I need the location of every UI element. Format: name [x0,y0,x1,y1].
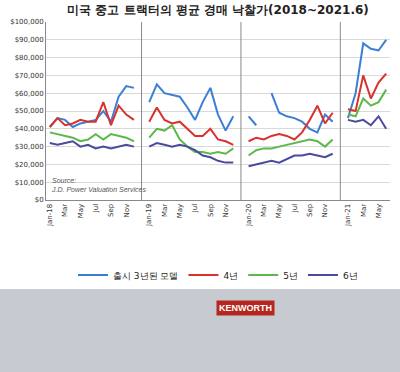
svg-text:May: May [375,204,383,218]
svg-text:출시 3년된 모델: 출시 3년된 모델 [113,271,178,281]
svg-text:$70,000: $70,000 [15,72,44,80]
svg-text:$80,000: $80,000 [15,54,44,62]
svg-text:Nov: Nov [123,204,131,218]
svg-text:Jan-19: Jan-19 [145,204,153,227]
svg-text:$20,000: $20,000 [15,161,44,169]
svg-text:5년: 5년 [283,271,298,281]
svg-text:Jul: Jul [291,204,299,214]
svg-text:Jan-21: Jan-21 [344,204,352,227]
svg-text:Jul: Jul [92,204,100,214]
svg-text:$40,000: $40,000 [15,125,44,133]
svg-text:Jan-20: Jan-20 [245,204,253,227]
svg-text:$50,000: $50,000 [15,107,44,115]
svg-text:Jul: Jul [191,204,199,214]
svg-text:Sep: Sep [107,203,115,217]
svg-text:$10,000: $10,000 [15,179,44,187]
svg-text:Mar: Mar [161,204,169,217]
svg-text:Mar: Mar [61,204,69,217]
svg-text:$0: $0 [35,196,44,204]
svg-text:Sep: Sep [306,203,314,217]
svg-text:May: May [77,204,85,218]
svg-text:4년: 4년 [223,271,238,281]
svg-text:미국 중고 트랙터의 평균 경매 낙찰가(2018~2021: 미국 중고 트랙터의 평균 경매 낙찰가(2018~2021.6) [67,3,369,17]
svg-text:Mar: Mar [260,204,268,217]
svg-text:Nov: Nov [321,204,329,218]
svg-text:May: May [275,204,283,218]
svg-text:Sep: Sep [207,203,215,217]
svg-text:Jan-18: Jan-18 [46,204,54,227]
svg-text:Mar: Mar [360,204,368,217]
svg-text:$60,000: $60,000 [15,90,44,98]
svg-text:Nov: Nov [222,204,230,218]
svg-text:$100,000: $100,000 [10,18,43,26]
svg-text:May: May [176,204,184,218]
svg-text:KENWORTH: KENWORTH [219,303,272,313]
svg-text:$30,000: $30,000 [15,143,44,151]
svg-text:Source:J.D. Power Valuation Se: Source:J.D. Power Valuation Services [51,177,146,193]
svg-text:6년: 6년 [343,271,358,281]
svg-text:$90,000: $90,000 [15,36,44,44]
